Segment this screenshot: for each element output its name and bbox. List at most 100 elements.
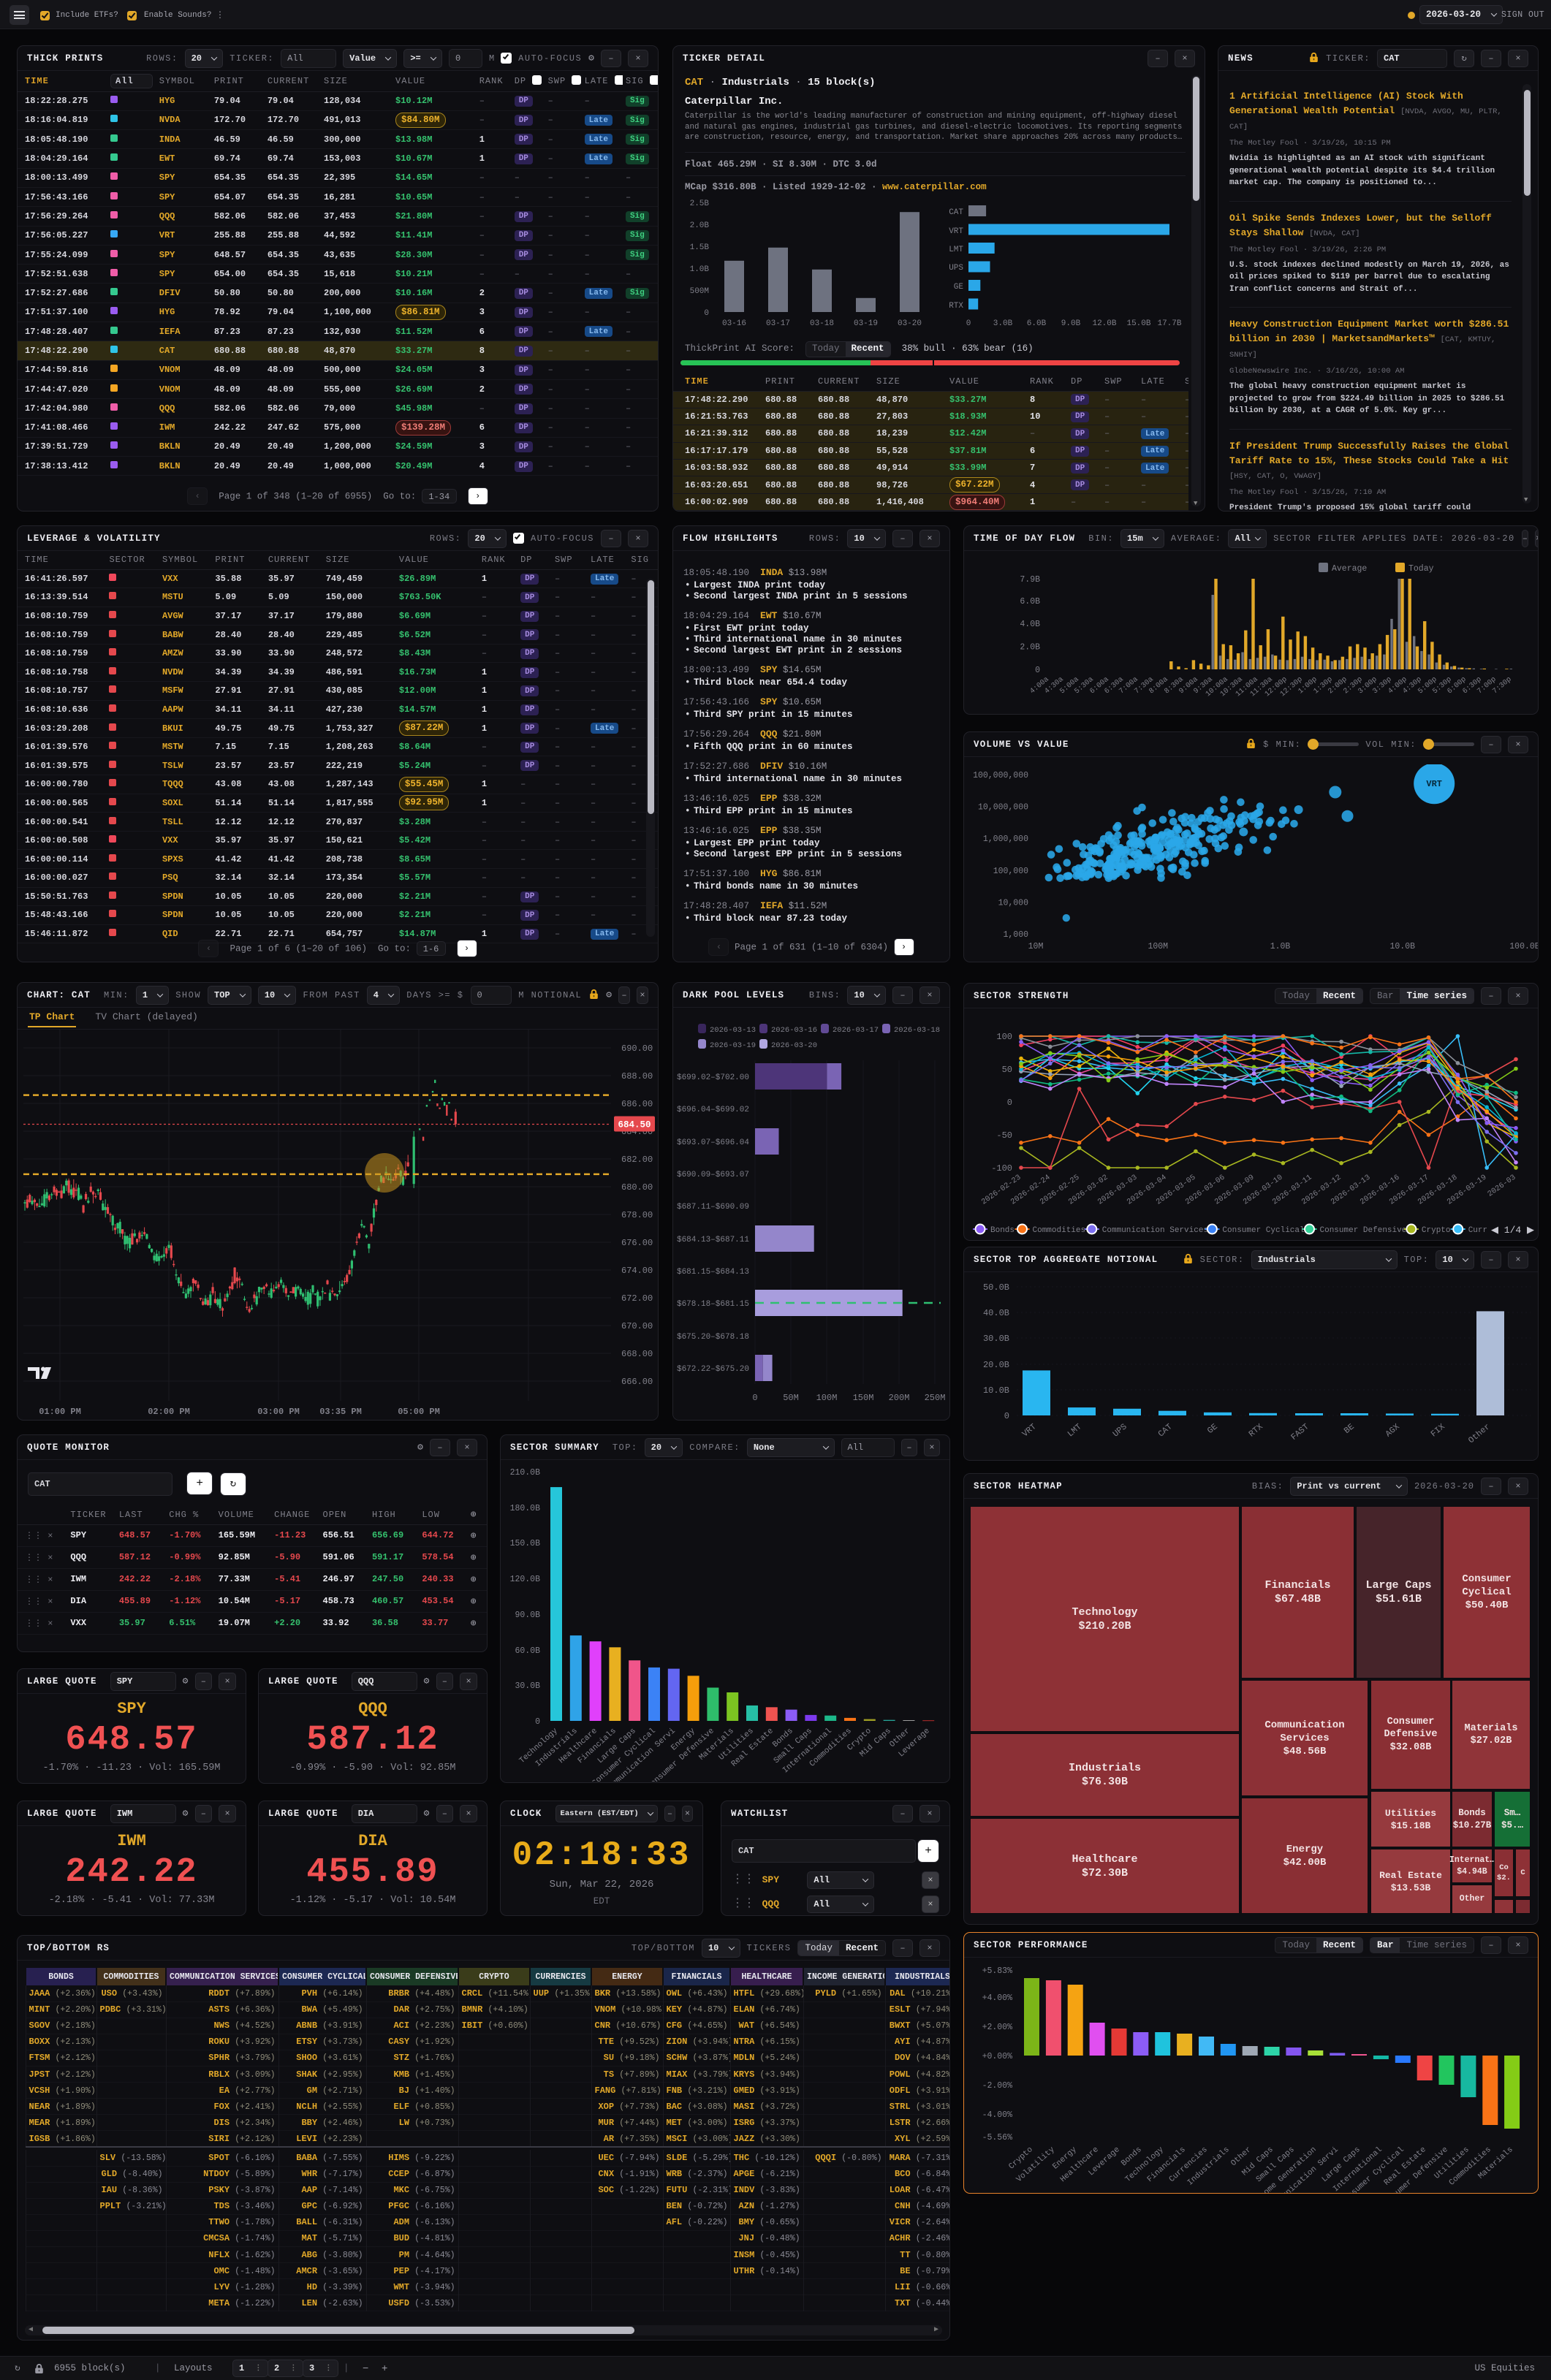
svg-text:$687.11–$690.09: $687.11–$690.09 <box>677 1203 749 1212</box>
svg-text:UPS: UPS <box>1111 1422 1129 1439</box>
svg-text:2026-03: 2026-03 <box>1486 1173 1517 1198</box>
svg-text:15.0B: 15.0B <box>1126 319 1150 328</box>
svg-text:4.0B: 4.0B <box>1020 620 1040 629</box>
svg-text:BE: BE <box>1343 1422 1357 1436</box>
svg-text:10,000: 10,000 <box>998 898 1029 908</box>
svg-text:03-16: 03-16 <box>722 319 746 328</box>
svg-text:0: 0 <box>752 1393 757 1403</box>
svg-text:UPS: UPS <box>949 264 963 273</box>
svg-text:0: 0 <box>1004 1411 1009 1421</box>
svg-text:200M: 200M <box>889 1393 910 1403</box>
svg-text:2.0B: 2.0B <box>690 221 710 230</box>
svg-text:$684.13–$687.11: $684.13–$687.11 <box>677 1236 749 1244</box>
svg-text:2026-03-18: 2026-03-18 <box>894 1026 940 1035</box>
svg-text:RTX: RTX <box>949 302 963 311</box>
svg-text:668.00: 668.00 <box>621 1349 653 1359</box>
svg-text:Other: Other <box>1467 1422 1493 1445</box>
svg-text:10,000,000: 10,000,000 <box>978 803 1028 813</box>
svg-text:150M: 150M <box>853 1393 874 1403</box>
svg-text:FIX: FIX <box>1429 1422 1446 1439</box>
svg-text:03:35 PM: 03:35 PM <box>319 1407 362 1417</box>
svg-text:Crypto: Crypto <box>1422 1226 1451 1235</box>
svg-text:$690.09–$693.07: $690.09–$693.07 <box>677 1171 749 1179</box>
svg-text:+5.83%: +5.83% <box>982 1966 1013 1976</box>
svg-text:-50: -50 <box>996 1130 1012 1141</box>
svg-text:20.0B: 20.0B <box>983 1360 1009 1370</box>
svg-text:1,000,000: 1,000,000 <box>983 834 1028 844</box>
svg-text:10M: 10M <box>1028 942 1044 951</box>
svg-text:CAT: CAT <box>1156 1422 1174 1439</box>
svg-text:50.0B: 50.0B <box>983 1282 1009 1293</box>
svg-text:-100: -100 <box>991 1163 1012 1174</box>
svg-text:+2.00%: +2.00% <box>982 2023 1013 2032</box>
svg-text:$693.07–$696.04: $693.07–$696.04 <box>677 1138 749 1147</box>
svg-text:LMT: LMT <box>949 246 963 254</box>
svg-text:680.00: 680.00 <box>621 1182 653 1193</box>
svg-text:03-17: 03-17 <box>766 319 790 328</box>
svg-text:$696.04–$699.02: $696.04–$699.02 <box>677 1106 749 1114</box>
svg-text:120.0B: 120.0B <box>510 1575 541 1584</box>
svg-text:688.00: 688.00 <box>621 1071 653 1081</box>
svg-text:03-19: 03-19 <box>854 319 878 328</box>
svg-text:210.0B: 210.0B <box>510 1468 541 1478</box>
svg-text:0: 0 <box>1035 666 1040 675</box>
svg-text:250M: 250M <box>925 1393 946 1403</box>
svg-text:Average: Average <box>1332 564 1367 574</box>
svg-text:GE: GE <box>954 283 964 292</box>
svg-text:150.0B: 150.0B <box>510 1539 541 1548</box>
svg-text:Communication Services: Communication Services <box>1102 1226 1208 1235</box>
svg-text:-5.56%: -5.56% <box>982 2133 1013 2143</box>
svg-text:690.00: 690.00 <box>621 1043 653 1054</box>
svg-text:03-18: 03-18 <box>810 319 834 328</box>
svg-text:GE: GE <box>1206 1422 1220 1436</box>
svg-text:672.00: 672.00 <box>621 1293 653 1304</box>
svg-text:$675.20–$678.18: $675.20–$678.18 <box>677 1333 749 1342</box>
svg-text:10.0B: 10.0B <box>1389 942 1415 951</box>
svg-text:9.0B: 9.0B <box>1061 319 1081 328</box>
svg-text:2.5B: 2.5B <box>690 199 710 208</box>
svg-text:-4.00%: -4.00% <box>982 2110 1013 2120</box>
svg-text:VRT: VRT <box>949 227 963 236</box>
svg-text:676.00: 676.00 <box>621 1238 653 1248</box>
svg-text:686.00: 686.00 <box>621 1099 653 1109</box>
svg-text:+0.00%: +0.00% <box>982 2052 1013 2061</box>
svg-text:17.7B: 17.7B <box>1157 319 1181 328</box>
svg-text:Consumer Defensive: Consumer Defensive <box>1320 1226 1407 1235</box>
svg-text:50M: 50M <box>783 1393 799 1403</box>
svg-text:100.0B: 100.0B <box>1509 942 1538 951</box>
svg-text:2026-03-19: 2026-03-19 <box>710 1041 756 1050</box>
svg-text:674.00: 674.00 <box>621 1266 653 1276</box>
svg-text:Today: Today <box>1408 564 1434 574</box>
svg-text:0: 0 <box>966 319 971 328</box>
svg-text:2.0B: 2.0B <box>1020 643 1040 653</box>
svg-text:90.0B: 90.0B <box>515 1611 540 1620</box>
svg-text:50: 50 <box>1002 1065 1012 1075</box>
svg-text:2026-03-16: 2026-03-16 <box>771 1026 817 1035</box>
svg-text:682.00: 682.00 <box>621 1155 653 1165</box>
svg-text:100,000: 100,000 <box>993 867 1028 876</box>
svg-text:VRT: VRT <box>1426 779 1442 789</box>
svg-text:FAST: FAST <box>1289 1422 1311 1442</box>
svg-text:$672.22–$675.20: $672.22–$675.20 <box>677 1365 749 1374</box>
svg-text:LMT: LMT <box>1066 1422 1083 1439</box>
svg-text:3.0B: 3.0B <box>993 319 1013 328</box>
svg-text:2026-03-13: 2026-03-13 <box>710 1026 756 1035</box>
svg-text:100M: 100M <box>816 1393 838 1403</box>
svg-text:-2.00%: -2.00% <box>982 2081 1013 2091</box>
svg-text:05:00 PM: 05:00 PM <box>398 1407 440 1417</box>
svg-text:RTX: RTX <box>1247 1422 1264 1439</box>
svg-text:12.0B: 12.0B <box>1092 319 1116 328</box>
svg-text:01:00 PM: 01:00 PM <box>39 1407 81 1417</box>
svg-text:7.9B: 7.9B <box>1020 575 1040 585</box>
svg-text:$678.18–$681.15: $678.18–$681.15 <box>677 1300 749 1309</box>
svg-text:0: 0 <box>704 309 709 318</box>
svg-text:6.0B: 6.0B <box>1020 597 1040 607</box>
svg-text:$681.15–$684.13: $681.15–$684.13 <box>677 1268 749 1277</box>
svg-text:180.0B: 180.0B <box>510 1504 541 1513</box>
svg-text:1.0B: 1.0B <box>1270 942 1291 951</box>
svg-text:0: 0 <box>1007 1098 1012 1108</box>
svg-text:CAT: CAT <box>949 208 963 217</box>
svg-text:2026-03-20: 2026-03-20 <box>771 1041 817 1050</box>
svg-text:30.0B: 30.0B <box>515 1681 540 1691</box>
svg-text:684.50: 684.50 <box>618 1120 651 1130</box>
